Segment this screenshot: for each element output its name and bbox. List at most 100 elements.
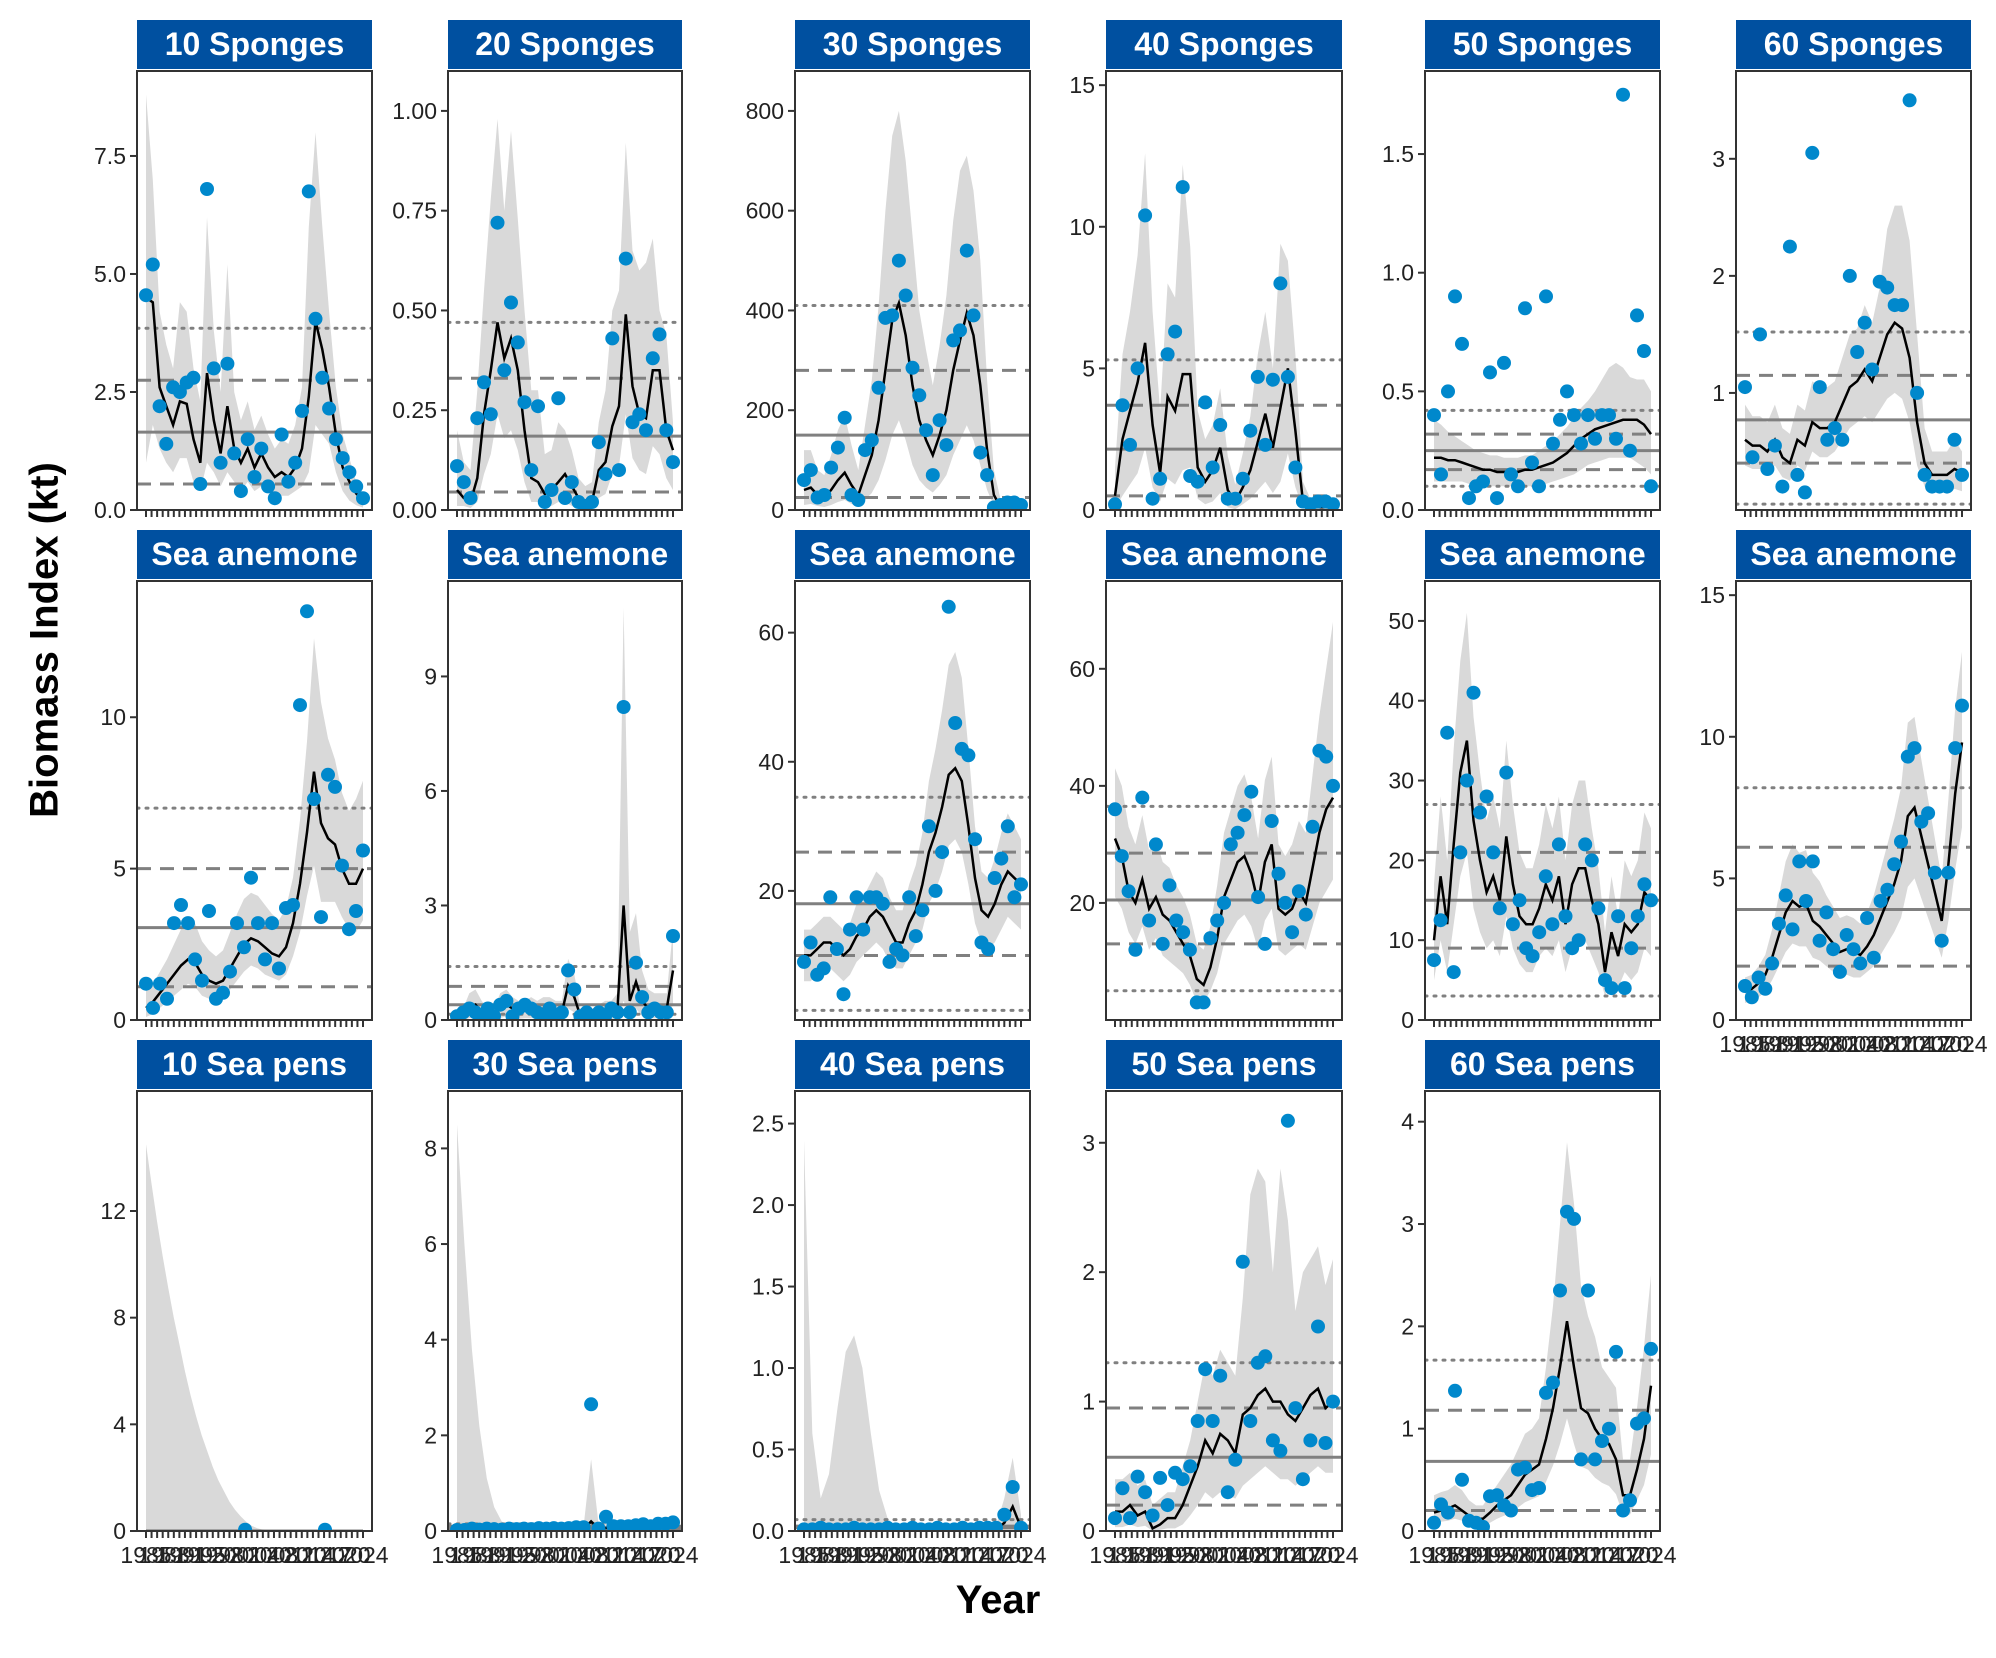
y-tick-label: 20	[1069, 890, 1095, 916]
data-point	[561, 963, 576, 978]
facet-title: 10 Sponges	[165, 26, 345, 62]
data-point	[1130, 1469, 1145, 1484]
x-tick-label: 1991	[1126, 1542, 1177, 1568]
x-tick-label: 2014	[283, 1542, 334, 1568]
x-tick-label: 2014	[593, 1542, 644, 1568]
data-point	[659, 1005, 674, 1020]
y-tick-label: 2.5	[94, 379, 126, 405]
x-tick-label: 1991	[467, 1542, 518, 1568]
data-point	[1644, 893, 1658, 908]
x-tick-label: 1988	[138, 1542, 189, 1568]
panel-border	[794, 1090, 1031, 1532]
data-point	[1169, 913, 1184, 928]
data-point	[558, 491, 572, 505]
data-point	[1014, 1520, 1028, 1531]
data-point	[921, 819, 936, 834]
facet-strip	[795, 20, 1030, 69]
data-point	[1539, 1385, 1553, 1400]
data-point	[1305, 819, 1320, 834]
data-point	[1630, 308, 1644, 323]
data-point	[1162, 878, 1177, 893]
y-tick-label: 0.0	[1382, 497, 1414, 523]
data-point	[1130, 361, 1145, 376]
data-point	[349, 904, 363, 918]
x-tick-label: 2008	[1535, 1542, 1586, 1568]
data-point	[1288, 460, 1303, 475]
facet-title: Sea anemone	[151, 536, 357, 572]
facet-panel: 60 Sea pens 0 1 2 3 4 198519881991199519982001…	[1401, 1040, 1677, 1568]
data-point	[490, 215, 505, 230]
x-tick-label: 2014	[941, 1542, 992, 1568]
data-point	[1941, 865, 1956, 880]
data-point	[629, 955, 643, 970]
data-point	[1525, 949, 1540, 964]
data-point	[1532, 1481, 1546, 1495]
data-point	[206, 361, 221, 376]
panel-border	[794, 580, 1031, 1021]
data-point	[139, 288, 153, 303]
panel-border	[1105, 70, 1343, 511]
x-tick-label: 2017	[611, 1542, 662, 1568]
y-tick-label: 0	[1401, 1007, 1414, 1033]
confidence-ribbon	[457, 1124, 673, 1531]
data-point	[167, 916, 181, 931]
data-point	[895, 948, 910, 963]
data-point	[1574, 436, 1588, 451]
data-point	[1205, 460, 1220, 475]
data-point	[537, 495, 552, 509]
facet-plot-area	[137, 94, 372, 508]
data-point	[1217, 895, 1231, 910]
x-tick-label: 2020	[319, 1542, 370, 1568]
data-point	[576, 1520, 591, 1531]
data-point	[1518, 301, 1532, 316]
data-point	[1623, 1493, 1637, 1508]
data-point	[1175, 180, 1190, 195]
x-tick-label: 1991	[1756, 1031, 1807, 1057]
data-point	[1326, 497, 1340, 510]
data-point	[1866, 950, 1881, 965]
data-point	[1760, 462, 1775, 476]
facet-title: 50 Sponges	[1453, 26, 1633, 62]
data-point	[188, 952, 202, 967]
data-point	[1213, 418, 1228, 432]
facet-plot-area	[1106, 153, 1342, 510]
y-tick-label: 200	[746, 397, 784, 423]
data-point	[1630, 909, 1645, 924]
data-point	[1291, 884, 1306, 899]
data-point	[1285, 925, 1300, 940]
facet-strip	[137, 1040, 372, 1089]
facet-plot-area	[1425, 87, 1660, 506]
x-tick-label: 2017	[959, 1542, 1010, 1568]
data-point	[335, 858, 349, 873]
x-tick-label: 1988	[1108, 1542, 1159, 1568]
data-point	[1894, 834, 1908, 849]
x-tick-label: 1995	[1774, 1031, 1825, 1057]
data-point	[349, 479, 364, 494]
data-point	[948, 716, 963, 730]
facet-title: Sea anemone	[1121, 536, 1327, 572]
data-point	[1790, 467, 1805, 482]
panel-border	[794, 70, 1031, 511]
facet-plot-area	[1736, 651, 1971, 1005]
data-point	[968, 832, 982, 847]
y-tick-label: 0	[424, 1007, 437, 1033]
data-point	[1114, 849, 1129, 864]
data-point	[288, 455, 303, 470]
data-point	[1230, 825, 1245, 840]
data-point	[885, 308, 900, 323]
x-tick-label: 2014	[1253, 1542, 1304, 1568]
facet-panel: 40 Sponges 0 5 10 15	[1069, 20, 1343, 523]
data-point	[1609, 431, 1623, 446]
facet-strip	[137, 530, 372, 579]
facet-title: Sea anemone	[1750, 536, 1956, 572]
y-tick-label: 20	[758, 878, 784, 904]
data-point	[1850, 345, 1865, 359]
y-tick-label: 40	[758, 749, 784, 775]
data-point	[1448, 289, 1462, 304]
trend-line	[1115, 1386, 1334, 1531]
x-tick-label: 1998	[1162, 1542, 1213, 1568]
panel-border	[1424, 70, 1661, 511]
facet-strip	[1106, 530, 1342, 579]
data-point	[1228, 1452, 1243, 1467]
data-point	[308, 311, 323, 326]
